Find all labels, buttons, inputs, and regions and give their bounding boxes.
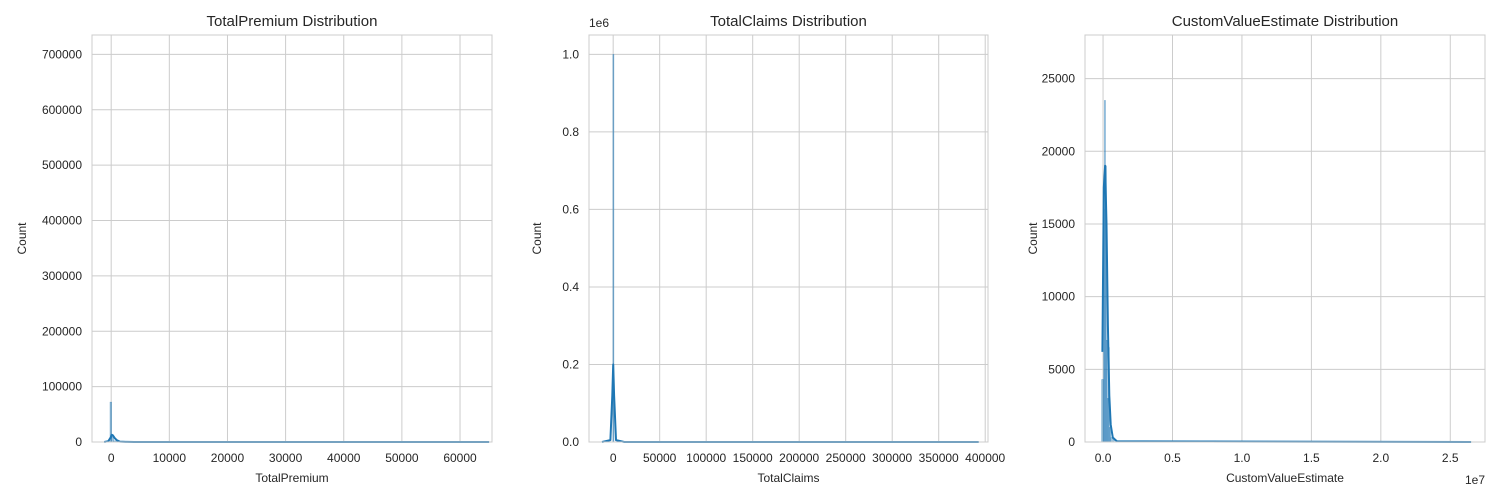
x-tick-label: 200000: [779, 451, 819, 465]
x-tick-label: 0: [610, 451, 617, 465]
y-tick-label: 0.6: [562, 202, 579, 216]
x-axis-label: CustomValueEstimate: [1226, 471, 1344, 485]
x-tick-label: 1.5: [1303, 451, 1320, 465]
x-tick-label: 0: [108, 451, 115, 465]
x-tick-label: 60000: [443, 451, 477, 465]
y-tick-label: 25000: [1042, 72, 1076, 86]
y-tick-label: 500000: [42, 158, 82, 172]
y-tick-label: 15000: [1042, 217, 1076, 231]
y-tick-label: 100000: [42, 380, 82, 394]
y-tick-label: 0: [75, 435, 82, 449]
y-tick-label: 20000: [1042, 144, 1076, 158]
y-tick-label: 10000: [1042, 290, 1076, 304]
x-tick-label: 300000: [872, 451, 912, 465]
x-tick-label: 2.5: [1442, 451, 1459, 465]
chart-panel-1: 0 10000 20000 30000 40000 50000 60000010000020…: [15, 13, 493, 485]
y-tick-label: 700000: [42, 47, 82, 61]
x-tick-label: 50000: [385, 451, 419, 465]
x-tick-label: 100000: [686, 451, 726, 465]
chart-panel-2: 0 50000 100000 150000 200000 250000 300000 3500…: [530, 13, 1006, 485]
chart-title: TotalPremium Distribution: [207, 13, 378, 30]
y-tick-label: 0: [1068, 435, 1075, 449]
y-tick-label: 600000: [42, 103, 82, 117]
x-tick-label: 0.5: [1164, 451, 1181, 465]
x-tick-label: 50000: [643, 451, 677, 465]
x-tick-label: 1.0: [1234, 451, 1251, 465]
y-axis-label: Count: [1026, 222, 1040, 255]
y-tick-label: 1.0: [562, 47, 579, 61]
plot-frame: [1084, 34, 1486, 443]
x-axis-label: TotalClaims: [757, 471, 819, 485]
x-tick-label: 250000: [826, 451, 866, 465]
plot-frame: [91, 34, 493, 443]
y-tick-label: 300000: [42, 269, 82, 283]
x-axis-label: TotalPremium: [255, 471, 328, 485]
y-tick-label: 0.2: [562, 357, 579, 371]
y-tick-label: 400000: [42, 214, 82, 228]
y-tick-label: 0.4: [562, 280, 579, 294]
x-tick-label: 400000: [965, 451, 1005, 465]
plot-frame: [588, 34, 989, 443]
histogram-bar: [1101, 379, 1104, 443]
kde-line: [1101, 164, 1472, 443]
x-exponent-label: 1e7: [1465, 473, 1485, 487]
x-tick-label: 150000: [733, 451, 773, 465]
y-exponent-label: 1e6: [589, 16, 609, 30]
y-tick-label: 5000: [1048, 362, 1075, 376]
chart-panel-3: 0.0 0.5 1.0 1.5 2.0 2.5 0 5000 10000 15000 20000 25…: [1026, 13, 1486, 487]
y-tick-label: 0.0: [562, 435, 579, 449]
histogram-bar: [111, 436, 114, 443]
y-tick-label: 0.8: [562, 125, 579, 139]
kde-line: [601, 363, 979, 443]
kde-line: [104, 433, 490, 443]
x-tick-label: 0.0: [1095, 451, 1112, 465]
x-tick-label: 40000: [327, 451, 361, 465]
x-tick-label: 30000: [269, 451, 303, 465]
x-tick-label: 350000: [919, 451, 959, 465]
x-tick-label: 2.0: [1372, 451, 1389, 465]
y-tick-label: 200000: [42, 324, 82, 338]
x-tick-label: 20000: [211, 451, 245, 465]
chart-title: CustomValueEstimate Distribution: [1172, 13, 1398, 30]
y-axis-label: Count: [530, 222, 544, 255]
y-axis-label: Count: [15, 222, 29, 255]
x-tick-label: 10000: [153, 451, 187, 465]
chart-title: TotalClaims Distribution: [710, 13, 867, 30]
